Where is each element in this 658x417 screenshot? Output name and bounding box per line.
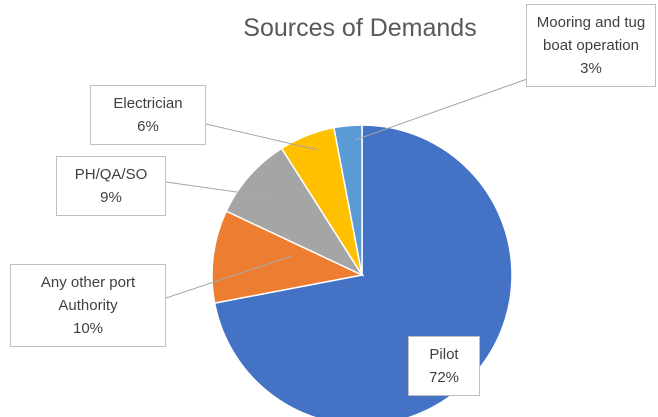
data-label-category: Any other port Authority (40, 274, 136, 314)
data-label-category: PH/QA/SO (74, 166, 148, 183)
data-label: PH/QA/SO 9% (56, 156, 166, 216)
data-label-category: Mooring and tug boat operation (536, 14, 646, 54)
data-label: Electrician 6% (90, 85, 206, 145)
leader-line (165, 255, 293, 299)
pie-slice (333, 124, 363, 276)
data-label-category: Pilot (429, 346, 459, 363)
leader-line (205, 123, 319, 151)
data-label-value: 72% (428, 369, 460, 386)
leader-line (354, 77, 531, 141)
chart-title: Sources of Demands (243, 14, 477, 42)
data-label-category: Electrician (113, 95, 183, 112)
pie-slice (211, 210, 365, 304)
leader-line (165, 181, 273, 198)
data-label: Mooring and tug boat operation 3% (526, 4, 656, 87)
data-label-value: 6% (137, 118, 159, 135)
data-label-value: 10% (72, 320, 104, 337)
data-label: Pilot 72% (408, 336, 480, 396)
data-label-value: 9% (100, 189, 122, 206)
data-label-value: 3% (580, 60, 602, 77)
pie-slice (225, 147, 365, 277)
data-label: Any other port Authority 10% (10, 264, 166, 347)
